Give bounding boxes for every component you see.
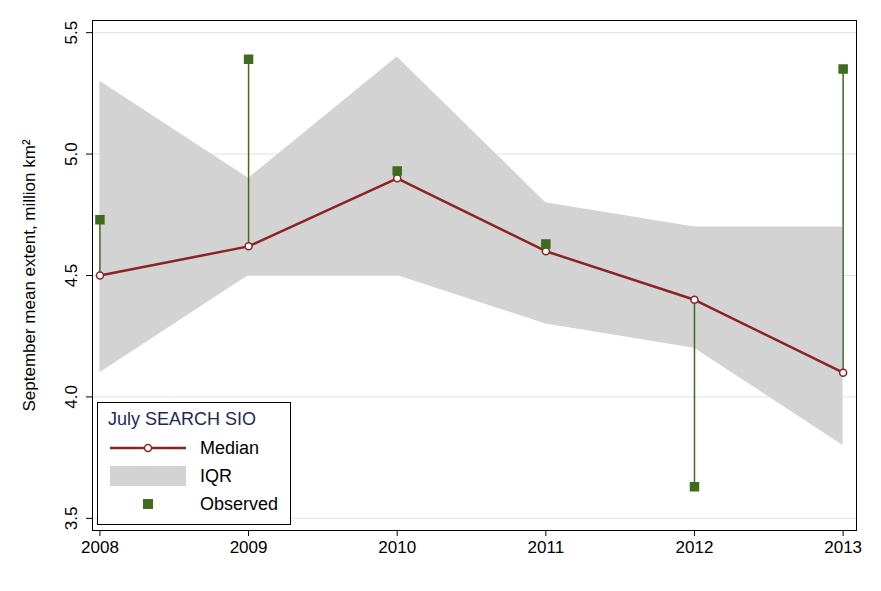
svg-text:3.5: 3.5 xyxy=(62,507,81,531)
svg-text:2011: 2011 xyxy=(528,538,565,557)
svg-text:4.5: 4.5 xyxy=(62,264,81,288)
svg-text:5.5: 5.5 xyxy=(62,21,81,45)
svg-text:2009: 2009 xyxy=(230,538,268,557)
svg-text:2010: 2010 xyxy=(378,538,416,557)
svg-text:5.0: 5.0 xyxy=(62,142,81,166)
svg-text:2013: 2013 xyxy=(824,538,862,557)
html-text:Observed: Observed xyxy=(200,493,278,514)
html-text:IQR: IQR xyxy=(200,465,232,486)
svg-text:4.0: 4.0 xyxy=(62,385,81,409)
html-text:July SEARCH SIO: July SEARCH SIO xyxy=(108,409,256,429)
svg-text:September mean extent, million: September mean extent, million km² xyxy=(20,139,39,411)
svg-text:2012: 2012 xyxy=(676,538,714,557)
html-text:Median: Median xyxy=(200,437,259,458)
svg-text:2008: 2008 xyxy=(81,538,119,557)
